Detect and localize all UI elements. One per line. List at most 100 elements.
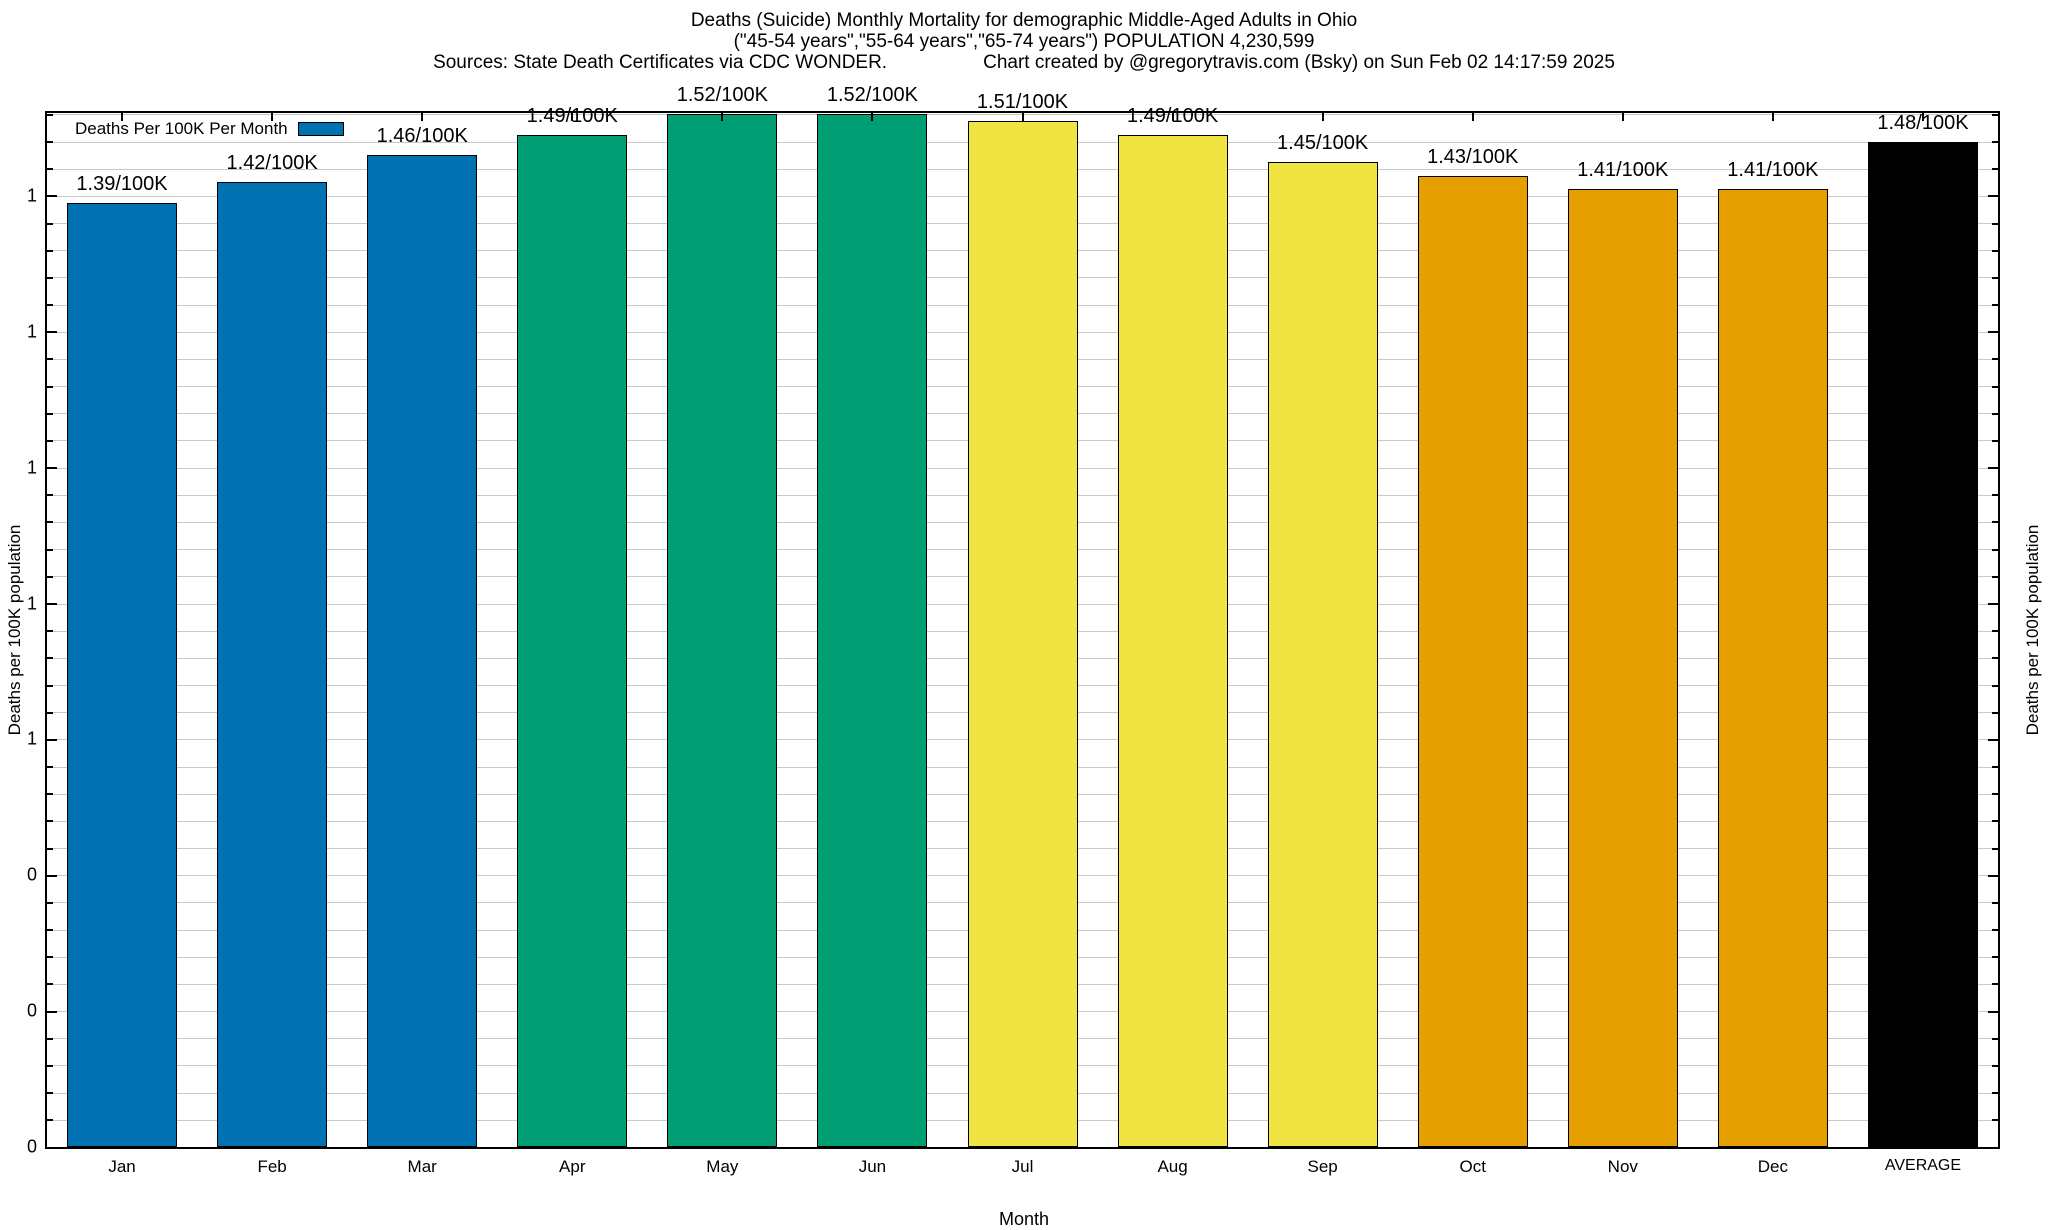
- x-category-label-aug: Aug: [1157, 1157, 1188, 1176]
- y-tick-mark: [1992, 766, 1998, 769]
- y-tick-mark: [47, 1037, 53, 1040]
- y-tick-mark: [47, 684, 53, 687]
- x-category-label-dec: Dec: [1757, 1157, 1788, 1176]
- y-tick-mark: [1992, 575, 1998, 578]
- y-tick-mark: [1992, 439, 1998, 442]
- y-tick-label: 1: [26, 185, 37, 206]
- bar-value-label: 1.39/100K: [76, 172, 168, 195]
- y-tick-mark: [1992, 711, 1998, 714]
- x-tick-mark-top: [1771, 113, 1774, 121]
- y-tick-label: 0: [26, 864, 37, 885]
- y-tick-mark: [47, 738, 57, 741]
- y-tick-mark: [1988, 1010, 1998, 1013]
- bar-value-label: 1.41/100K: [1727, 159, 1819, 182]
- bar-aug: [1117, 134, 1228, 1147]
- y-tick-mark: [47, 331, 57, 334]
- x-tick-mark-top: [121, 113, 124, 121]
- y-tick-mark: [1992, 956, 1998, 959]
- bar-average: [1867, 141, 1978, 1147]
- bar-value-label: 1.42/100K: [226, 152, 318, 175]
- bar-oct: [1417, 175, 1528, 1147]
- x-category-label-nov: Nov: [1607, 1157, 1638, 1176]
- y-tick-mark: [47, 195, 57, 198]
- y-tick-mark: [47, 168, 53, 171]
- bar-apr: [517, 134, 628, 1147]
- legend-label: Deaths Per 100K Per Month: [75, 119, 288, 138]
- x-tick-mark-top: [1471, 113, 1474, 121]
- y-tick-mark: [47, 141, 53, 144]
- y-tick-mark: [47, 983, 53, 986]
- y-tick-mark: [47, 412, 53, 415]
- y-tick-mark: [1992, 276, 1998, 279]
- y-tick-mark: [1992, 1037, 1998, 1040]
- y-tick-mark: [47, 467, 57, 470]
- y-tick-mark: [47, 1119, 53, 1122]
- y-tick-mark: [47, 575, 53, 578]
- bar-value-label: 1.46/100K: [376, 125, 468, 148]
- y-tick-mark: [1992, 684, 1998, 687]
- y-tick-mark: [47, 820, 53, 823]
- bar-jan: [67, 202, 178, 1147]
- chart-title: Deaths (Suicide) Monthly Mortality for d…: [690, 10, 1358, 31]
- y-tick-mark: [47, 385, 53, 388]
- y-tick-mark: [1992, 412, 1998, 415]
- y-tick-mark: [47, 657, 53, 660]
- y-tick-mark: [47, 766, 53, 769]
- plot-area: 1.39/100K1.42/100K1.46/100K1.49/100K1.52…: [45, 84, 2000, 1149]
- x-tick-mark-top: [421, 113, 424, 121]
- bar-value-label: 1.48/100K: [1877, 111, 1969, 134]
- y-tick-mark: [1992, 1119, 1998, 1122]
- y-tick-mark: [1992, 358, 1998, 361]
- bar-feb: [217, 182, 328, 1147]
- x-category-label-jun: Jun: [858, 1157, 887, 1176]
- y-tick-mark: [1988, 195, 1998, 198]
- y-tick-mark: [1992, 820, 1998, 823]
- y-tick-mark: [47, 276, 53, 279]
- y-tick-mark: [47, 521, 53, 524]
- y-axis-label-left: Deaths per 100K population: [5, 524, 24, 736]
- y-tick-mark: [47, 222, 53, 225]
- bar-value-label: 1.43/100K: [1427, 145, 1519, 168]
- bar-value-label: 1.52/100K: [676, 84, 768, 107]
- y-tick-mark: [47, 548, 53, 551]
- y-tick-mark: [47, 439, 53, 442]
- x-category-label-may: May: [706, 1157, 739, 1176]
- bar-value-label: 1.41/100K: [1577, 159, 1669, 182]
- y-tick-label: 1: [26, 728, 37, 749]
- bar-nov: [1567, 189, 1678, 1147]
- y-tick-mark: [1992, 521, 1998, 524]
- y-tick-mark: [47, 113, 53, 116]
- x-category-label-apr: Apr: [559, 1157, 586, 1176]
- y-tick-mark: [1988, 467, 1998, 470]
- y-tick-mark: [1988, 603, 1998, 605]
- x-category-label-jul: Jul: [1011, 1157, 1034, 1176]
- chart-header: Deaths (Suicide) Monthly Mortality for d…: [0, 10, 2048, 73]
- y-tick-label: 1: [26, 457, 37, 478]
- y-tick-mark: [47, 956, 53, 959]
- y-tick-label: 1: [26, 321, 37, 342]
- y-tick-mark: [1992, 793, 1998, 796]
- credit-note: Chart created by @gregorytravis.com (Bsk…: [983, 52, 1615, 73]
- y-tick-mark: [47, 1092, 53, 1095]
- bar-mar: [367, 155, 478, 1147]
- y-tick-mark: [47, 249, 53, 252]
- y-tick-mark: [47, 304, 53, 307]
- x-category-label-oct: Oct: [1459, 1157, 1486, 1176]
- y-tick-mark: [1992, 168, 1998, 171]
- y-tick-mark: [1988, 331, 1998, 334]
- bar-value-label: 1.52/100K: [826, 84, 919, 107]
- x-category-label-mar: Mar: [407, 1157, 437, 1176]
- y-tick-mark: [1992, 548, 1998, 551]
- y-tick-mark: [1992, 141, 1998, 144]
- y-tick-mark: [1992, 304, 1998, 307]
- y-tick-mark: [47, 901, 53, 904]
- y-tick-mark: [47, 358, 53, 361]
- y-tick-mark: [47, 630, 53, 633]
- chart-notes-row: Sources: State Death Certificates via CD…: [0, 52, 2048, 73]
- y-tick-mark: [47, 1064, 53, 1067]
- y-tick-label: 0: [26, 1000, 37, 1021]
- bar-value-label: 1.45/100K: [1277, 131, 1369, 154]
- x-tick-mark-top: [721, 113, 724, 121]
- x-category-label-feb: Feb: [257, 1157, 287, 1176]
- y-tick-mark: [47, 874, 57, 877]
